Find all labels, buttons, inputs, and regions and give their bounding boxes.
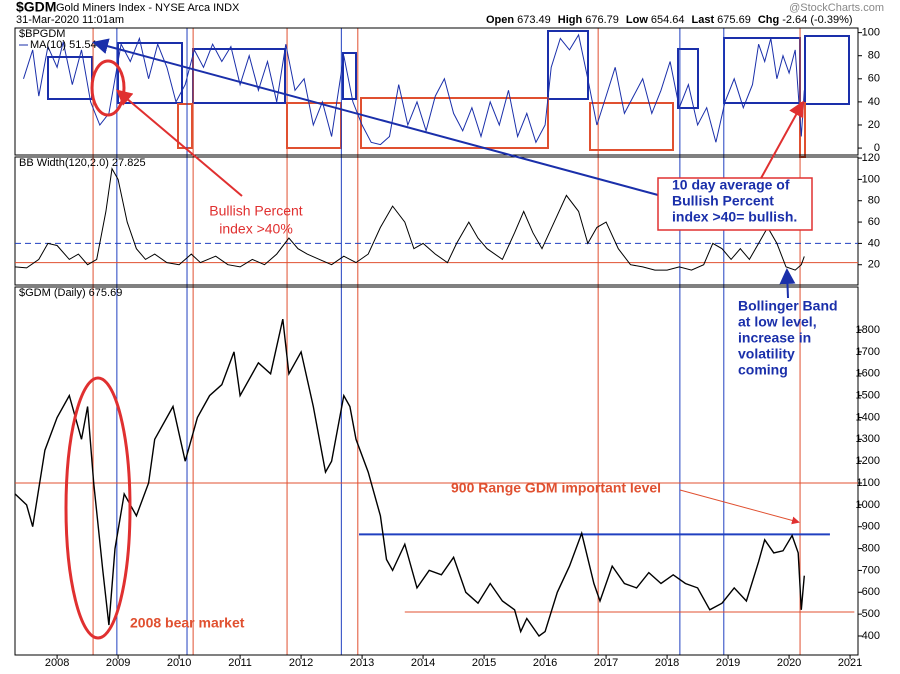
y-tick-label: 600 bbox=[862, 586, 880, 598]
annotation: increase in bbox=[738, 330, 811, 346]
annotation: 10 day average of bbox=[672, 177, 790, 193]
x-tick-label: 2016 bbox=[533, 657, 557, 669]
quote-value: 676.79 bbox=[585, 14, 619, 26]
bull-box bbox=[804, 35, 850, 105]
panel-title: $BPGDM bbox=[19, 28, 65, 40]
quote-label: Chg bbox=[758, 14, 779, 26]
y-tick-label: 500 bbox=[862, 608, 880, 620]
annotation: volatility bbox=[738, 346, 795, 362]
y-tick-label: 1200 bbox=[856, 455, 880, 467]
panel-frame bbox=[14, 286, 859, 656]
quote-label: Open bbox=[486, 14, 514, 26]
y-tick-label: 1100 bbox=[856, 477, 880, 489]
y-tick-label: 0 bbox=[874, 142, 880, 154]
arrow bbox=[779, 268, 796, 299]
watermark: @StockCharts.com bbox=[789, 2, 884, 14]
y-tick-label: 120 bbox=[862, 152, 880, 164]
series-line bbox=[14, 167, 805, 271]
x-tick-label: 2009 bbox=[106, 657, 130, 669]
y-tick-label: 1600 bbox=[856, 368, 880, 380]
y-tick-label: 1400 bbox=[856, 411, 880, 423]
x-tick-label: 2021 bbox=[838, 657, 862, 669]
annotation: at low level, bbox=[738, 314, 817, 330]
quote: Open 673.49 High 676.79 Low 654.64 Last 675.69 C… bbox=[486, 14, 853, 26]
annotation: 900 Range GDM important level bbox=[451, 480, 661, 496]
note-box bbox=[657, 177, 813, 231]
series-line bbox=[14, 318, 805, 637]
y-tick-label: 900 bbox=[862, 521, 880, 533]
y-tick-label: 1500 bbox=[856, 390, 880, 402]
y-tick-label: 1800 bbox=[856, 324, 880, 336]
x-tick-label: 2020 bbox=[777, 657, 801, 669]
annotation: index >40% bbox=[219, 221, 293, 237]
panel-title: BB Width(120,2.0) 27.825 bbox=[19, 157, 146, 169]
x-tick-label: 2008 bbox=[45, 657, 69, 669]
annotation: Bollinger Band bbox=[738, 298, 838, 314]
x-tick-label: 2019 bbox=[716, 657, 740, 669]
y-tick-label: 800 bbox=[862, 542, 880, 554]
legend-label: MA(10) 51.54 bbox=[30, 39, 97, 51]
panel-frame bbox=[14, 27, 859, 156]
quote-label: Last bbox=[692, 14, 715, 26]
series-line bbox=[23, 33, 805, 146]
highlight-ellipse bbox=[90, 59, 126, 117]
arrow bbox=[759, 100, 804, 181]
y-tick-label: 700 bbox=[862, 564, 880, 576]
symbol: $GDM bbox=[16, 0, 56, 15]
y-tick-label: 60 bbox=[868, 216, 880, 228]
y-tick-label: 400 bbox=[862, 630, 880, 642]
quote-label: Low bbox=[626, 14, 648, 26]
x-tick-label: 2014 bbox=[411, 657, 435, 669]
quote-value: 673.49 bbox=[517, 14, 551, 26]
quote-value: 654.64 bbox=[651, 14, 685, 26]
panel-title: $GDM (Daily) 675.69 bbox=[19, 287, 122, 299]
y-tick-label: 20 bbox=[868, 119, 880, 131]
panel-frame bbox=[14, 156, 859, 286]
y-tick-label: 40 bbox=[868, 96, 880, 108]
x-tick-label: 2011 bbox=[228, 657, 252, 669]
arrow bbox=[92, 38, 659, 196]
subtitle: Gold Miners Index - NYSE Arca INDX bbox=[56, 2, 240, 14]
y-tick-label: 1000 bbox=[856, 499, 880, 511]
bull-box bbox=[117, 42, 183, 104]
bull-box bbox=[342, 52, 357, 100]
bull-box bbox=[677, 48, 699, 109]
highlight-ellipse bbox=[64, 376, 132, 640]
x-tick-label: 2012 bbox=[289, 657, 313, 669]
y-tick-label: 20 bbox=[868, 259, 880, 271]
quote-value: 675.69 bbox=[717, 14, 751, 26]
y-tick-label: 1700 bbox=[856, 346, 880, 358]
annotation: Bullish Percent bbox=[209, 203, 302, 219]
y-tick-label: 100 bbox=[862, 27, 880, 39]
arrow bbox=[679, 489, 800, 525]
y-tick-label: 1300 bbox=[856, 433, 880, 445]
annotation: 2008 bear market bbox=[130, 615, 245, 631]
x-tick-label: 2018 bbox=[655, 657, 679, 669]
x-tick-label: 2013 bbox=[350, 657, 374, 669]
y-tick-label: 40 bbox=[868, 237, 880, 249]
y-tick-label: 60 bbox=[868, 73, 880, 85]
quote-label: High bbox=[558, 14, 583, 26]
annotation: coming bbox=[738, 362, 788, 378]
y-tick-label: 80 bbox=[868, 50, 880, 62]
annotation: Bullish Percent bbox=[672, 193, 774, 209]
annotation: index >40= bullish. bbox=[672, 209, 797, 225]
quote-value: -2.64 (-0.39%) bbox=[782, 14, 852, 26]
x-tick-label: 2017 bbox=[594, 657, 618, 669]
arrow bbox=[115, 89, 243, 197]
x-tick-label: 2015 bbox=[472, 657, 496, 669]
bull-box bbox=[547, 30, 589, 100]
y-tick-label: 80 bbox=[868, 195, 880, 207]
annotations: Bullish Percent index >40% 10 day average … bbox=[130, 177, 838, 631]
x-tick-label: 2010 bbox=[167, 657, 191, 669]
y-tick-label: 100 bbox=[862, 173, 880, 185]
bear-box bbox=[589, 102, 674, 151]
date: 31-Mar-2020 11:01am bbox=[16, 14, 124, 26]
